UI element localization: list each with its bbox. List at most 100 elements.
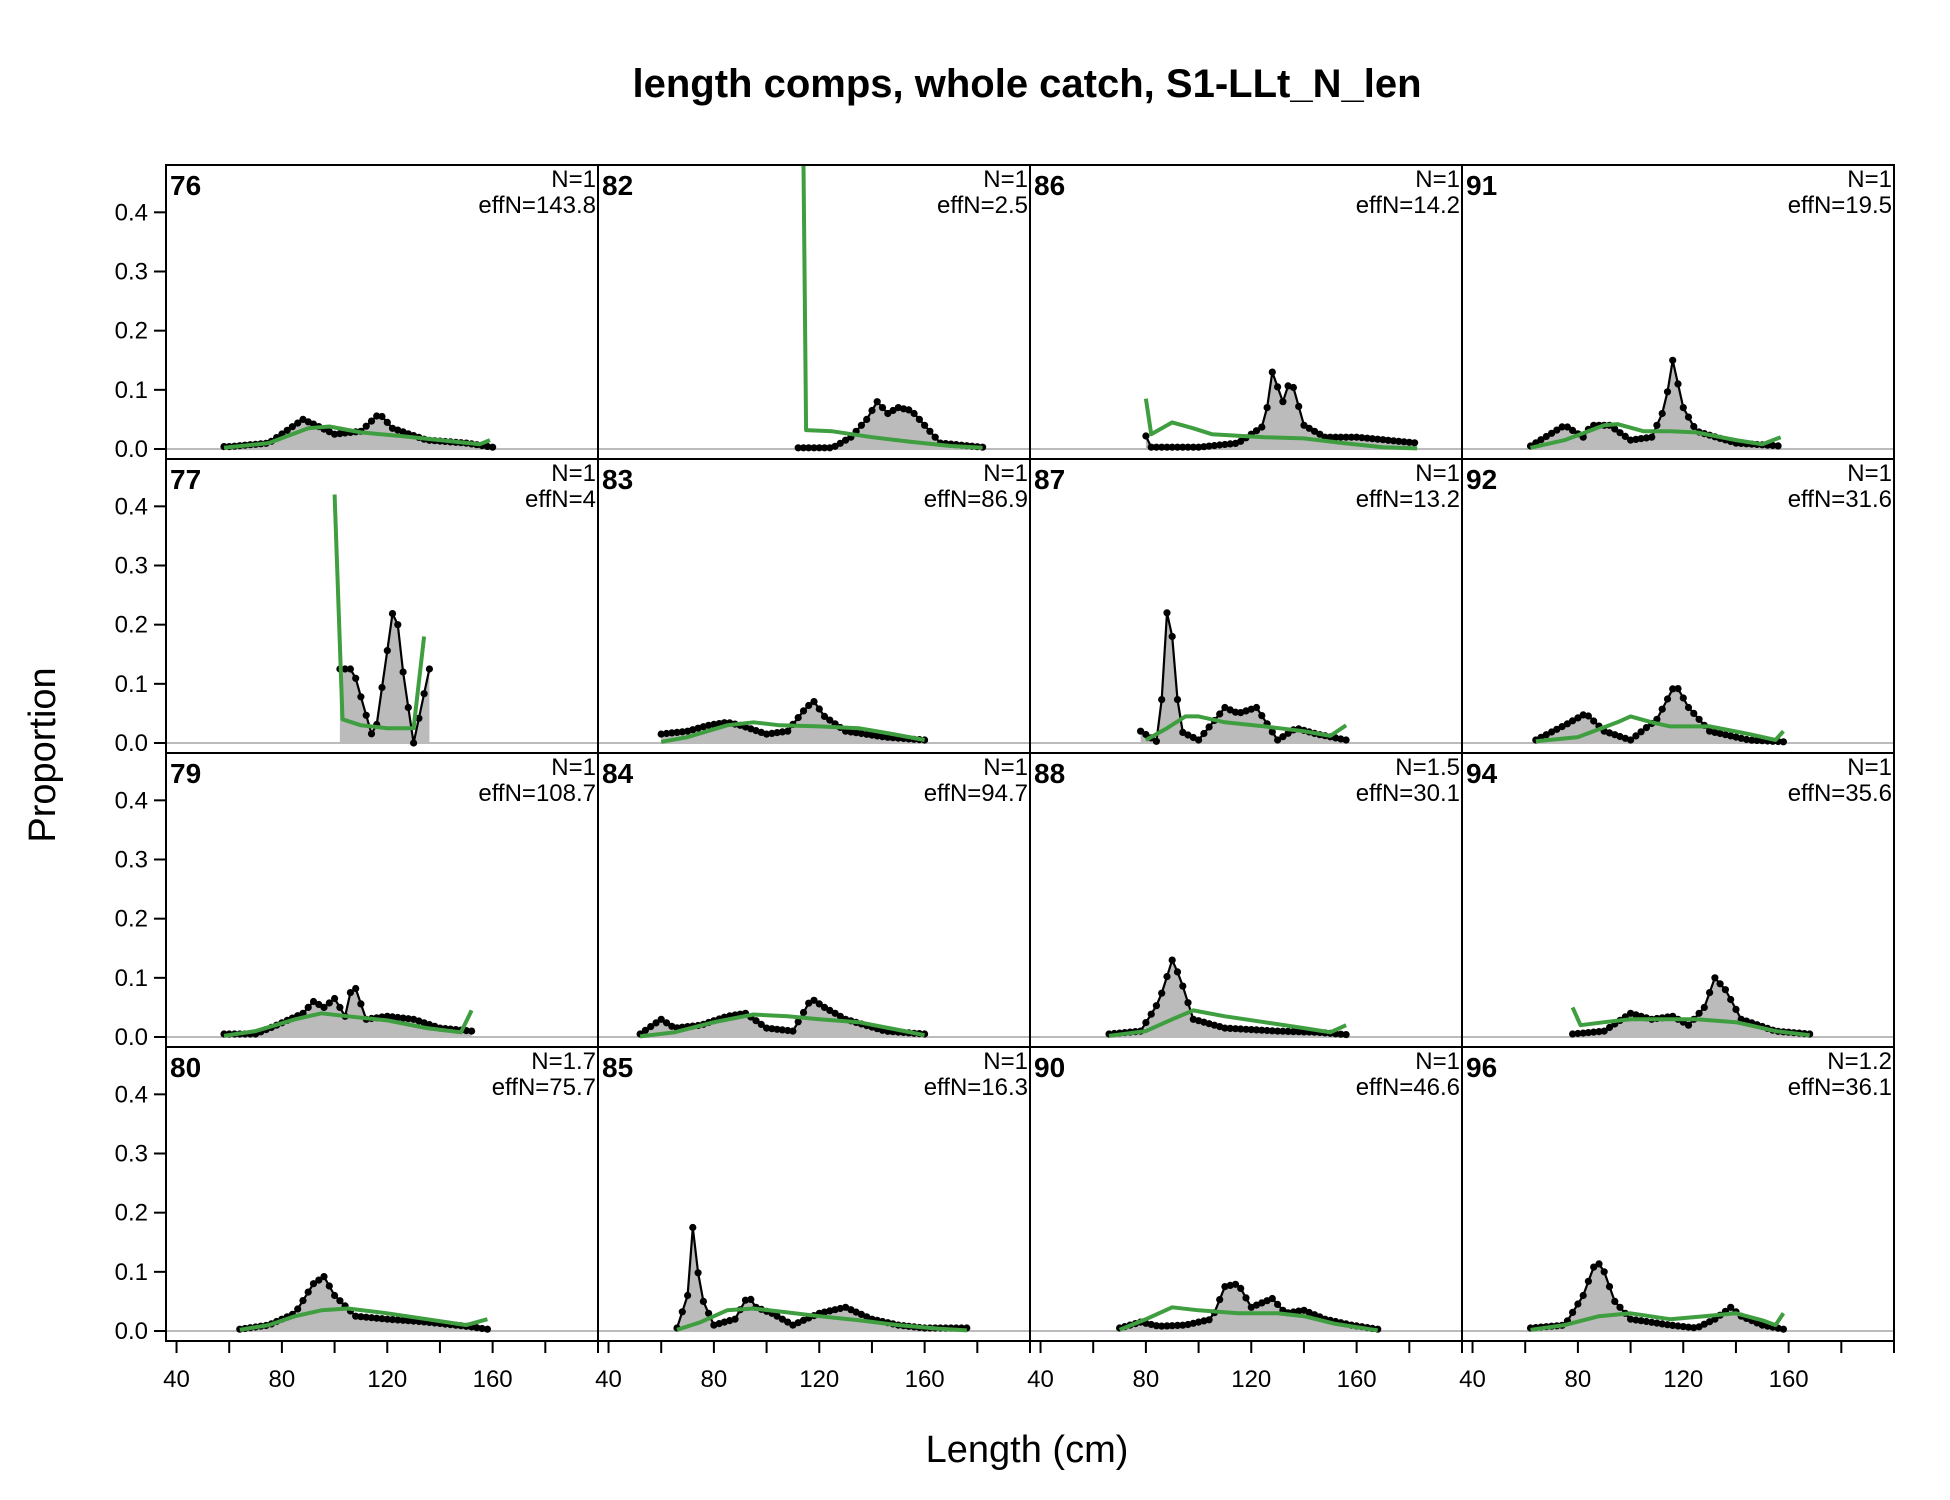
- observed-point: [1152, 443, 1160, 451]
- observed-point: [1205, 1316, 1213, 1324]
- observed-point: [1769, 441, 1777, 450]
- panel-n-label: N=1: [551, 460, 596, 487]
- observed-point: [378, 412, 386, 421]
- observed-point: [1563, 720, 1571, 728]
- observed-point: [336, 1297, 344, 1305]
- observed-point: [378, 683, 386, 692]
- observed-point: [1168, 632, 1176, 641]
- panel-year-label: 80: [170, 1052, 201, 1083]
- observed-point: [1627, 736, 1635, 744]
- observed-point: [799, 444, 808, 452]
- observed-point: [1252, 427, 1261, 435]
- x-tick-label: 160: [1337, 1366, 1377, 1393]
- observed-point: [1716, 980, 1724, 988]
- observed-point: [1284, 1027, 1292, 1035]
- observed-point: [1742, 735, 1751, 744]
- observed-point: [905, 406, 913, 414]
- observed-point: [1158, 443, 1166, 451]
- observed-point: [1252, 703, 1261, 712]
- panel-effn-label: effN=16.3: [924, 1074, 1028, 1101]
- observed-point: [1642, 1317, 1650, 1326]
- observed-point: [1732, 1005, 1740, 1014]
- expected-line: [1570, 1006, 1810, 1038]
- observed-point: [1316, 430, 1324, 438]
- panel-n-label: N=1: [1847, 460, 1892, 487]
- observed-point: [320, 1003, 328, 1012]
- observed-point: [336, 430, 344, 438]
- observed-point: [1384, 436, 1392, 444]
- observed-point: [1605, 1283, 1614, 1291]
- observed-point: [1300, 421, 1308, 429]
- observed-point: [773, 1312, 781, 1320]
- expected-line: [639, 1012, 925, 1039]
- observed-point: [1616, 429, 1624, 437]
- observed-point: [1553, 725, 1561, 733]
- observed-point: [1168, 443, 1176, 451]
- panel-effn-label: effN=13.2: [1356, 486, 1460, 513]
- x-tick-label: 40: [595, 1366, 622, 1393]
- observed-point: [1242, 1294, 1250, 1302]
- observed-point: [826, 1006, 834, 1015]
- observed-point: [1210, 442, 1218, 450]
- observed-point: [652, 1019, 660, 1027]
- expected-line: [332, 494, 427, 731]
- observed-point: [388, 1013, 397, 1021]
- y-tick-label: 0.0: [115, 1024, 148, 1051]
- observed-point: [641, 1026, 650, 1034]
- y-tick-label: 0.1: [115, 965, 148, 992]
- observed-point: [910, 409, 918, 418]
- observed-point: [1237, 437, 1245, 445]
- observed-point: [404, 1015, 412, 1023]
- observed-point: [810, 698, 818, 706]
- observed-point: [367, 730, 376, 738]
- observed-point: [1158, 1322, 1166, 1330]
- observed-point: [1748, 736, 1756, 744]
- observed-point: [346, 665, 354, 673]
- observed-point: [1658, 409, 1666, 418]
- observed-point: [1347, 433, 1355, 441]
- panel-year-label: 76: [170, 170, 201, 201]
- observed-point: [1268, 1294, 1276, 1303]
- panel-effn-label: effN=35.6: [1788, 780, 1892, 807]
- observed-point: [1753, 736, 1761, 745]
- observed-point: [778, 1315, 787, 1323]
- observed-point: [1727, 1303, 1735, 1311]
- observed-point: [388, 1316, 397, 1324]
- observed-point: [915, 415, 924, 423]
- observed-point: [1574, 1029, 1582, 1038]
- observed-area: [1145, 372, 1415, 449]
- observed-point: [1342, 736, 1350, 744]
- observed-point: [1152, 1002, 1160, 1010]
- observed-point: [878, 733, 887, 741]
- observed-point: [331, 1291, 339, 1300]
- panel-effn-label: effN=86.9: [924, 486, 1028, 513]
- observed-point: [1231, 708, 1240, 716]
- observed-point: [757, 1020, 765, 1028]
- observed-point: [1152, 737, 1160, 745]
- panel-n-label: N=1: [1847, 166, 1892, 193]
- panel-year-label: 79: [170, 758, 201, 789]
- observed-area: [798, 401, 983, 449]
- observed-point: [341, 665, 349, 673]
- observed-point: [657, 730, 665, 738]
- observed-point: [294, 419, 302, 427]
- x-tick-label: 160: [1769, 1366, 1809, 1393]
- observed-point: [378, 1315, 386, 1323]
- panel-effn-label: effN=75.7: [492, 1074, 596, 1101]
- observed-point: [921, 421, 929, 429]
- x-tick-label: 80: [1565, 1366, 1592, 1393]
- x-tick-label: 120: [1663, 1366, 1703, 1393]
- observed-point: [1674, 685, 1682, 693]
- observed-point: [1231, 1280, 1240, 1288]
- observed-point: [647, 1023, 655, 1031]
- observed-point: [1542, 432, 1550, 441]
- panel-effn-label: effN=19.5: [1788, 192, 1892, 219]
- observed-point: [673, 728, 681, 737]
- observed-point: [1411, 439, 1419, 447]
- panel-effn-label: effN=143.8: [478, 192, 596, 219]
- observed-point: [784, 1318, 792, 1326]
- observed-point: [383, 418, 391, 426]
